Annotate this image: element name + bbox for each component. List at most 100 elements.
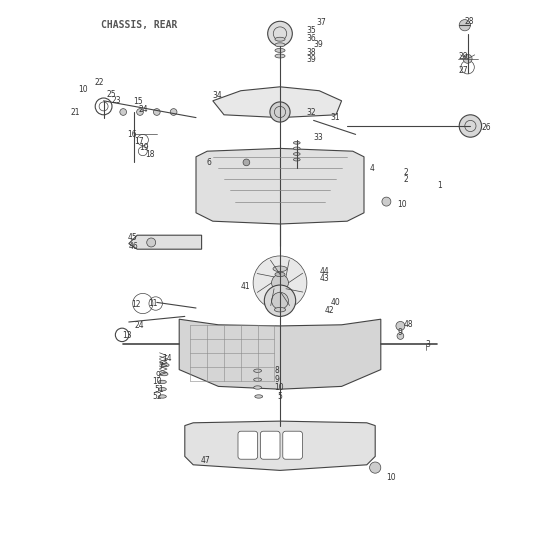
Ellipse shape: [254, 386, 262, 389]
Circle shape: [170, 109, 177, 115]
Ellipse shape: [293, 153, 300, 156]
Text: 29: 29: [458, 52, 468, 60]
Circle shape: [459, 20, 470, 31]
Text: 10: 10: [274, 383, 284, 392]
Text: 52: 52: [152, 392, 162, 401]
Text: 10: 10: [398, 200, 407, 209]
Circle shape: [370, 462, 381, 473]
Text: 28: 28: [465, 17, 474, 26]
Text: 17: 17: [134, 137, 144, 146]
Text: 45: 45: [128, 233, 137, 242]
Text: 21: 21: [71, 108, 80, 116]
Text: 19: 19: [139, 143, 148, 152]
Text: 1: 1: [437, 181, 441, 190]
Text: 10: 10: [386, 473, 396, 482]
Circle shape: [272, 274, 288, 291]
Text: 31: 31: [330, 113, 340, 122]
Ellipse shape: [160, 372, 168, 376]
Circle shape: [137, 109, 143, 115]
Polygon shape: [196, 148, 364, 224]
Ellipse shape: [255, 395, 263, 398]
FancyBboxPatch shape: [238, 431, 258, 459]
Ellipse shape: [158, 388, 166, 391]
Circle shape: [243, 159, 250, 166]
Circle shape: [253, 256, 307, 310]
Circle shape: [397, 333, 404, 339]
Text: 8: 8: [274, 366, 279, 375]
Text: 38: 38: [307, 48, 316, 57]
Circle shape: [272, 292, 288, 309]
Circle shape: [147, 238, 156, 247]
Text: 24: 24: [139, 105, 148, 114]
Text: 16: 16: [128, 130, 137, 139]
Text: 51: 51: [154, 385, 164, 394]
Text: 12: 12: [132, 300, 141, 309]
Text: 6: 6: [206, 158, 211, 167]
Ellipse shape: [158, 380, 166, 384]
Ellipse shape: [275, 272, 285, 277]
Circle shape: [270, 102, 290, 122]
Text: 9: 9: [156, 371, 161, 380]
Text: 22: 22: [94, 78, 104, 87]
Text: 40: 40: [330, 298, 340, 307]
Ellipse shape: [273, 266, 287, 272]
Circle shape: [382, 197, 391, 206]
Polygon shape: [213, 87, 342, 118]
Ellipse shape: [274, 307, 286, 312]
Text: 43: 43: [319, 274, 329, 283]
Ellipse shape: [275, 54, 285, 58]
Text: 35: 35: [307, 26, 316, 35]
Circle shape: [459, 115, 482, 137]
Text: 39: 39: [314, 40, 323, 49]
Ellipse shape: [293, 142, 300, 144]
Polygon shape: [129, 235, 202, 249]
Text: 36: 36: [307, 34, 316, 43]
Text: 41: 41: [241, 282, 250, 291]
Text: 24: 24: [134, 321, 144, 330]
Text: 9: 9: [398, 328, 403, 337]
Text: 14: 14: [162, 354, 172, 363]
Text: 7: 7: [158, 362, 163, 371]
Ellipse shape: [293, 158, 300, 161]
Text: 9: 9: [274, 375, 279, 384]
Ellipse shape: [275, 49, 285, 53]
Polygon shape: [179, 319, 381, 389]
Text: 37: 37: [316, 18, 326, 27]
Text: 46: 46: [129, 242, 138, 251]
Text: 3: 3: [426, 340, 431, 349]
Circle shape: [463, 54, 472, 63]
Text: 27: 27: [458, 66, 468, 74]
Text: 48: 48: [403, 320, 413, 329]
Circle shape: [264, 285, 296, 316]
Text: 26: 26: [482, 123, 491, 132]
Text: 23: 23: [112, 96, 122, 105]
Text: 2: 2: [403, 168, 408, 177]
Text: 10: 10: [152, 377, 162, 386]
Text: 13: 13: [122, 332, 132, 340]
Ellipse shape: [275, 43, 285, 47]
Text: 32: 32: [307, 108, 316, 116]
Text: 15: 15: [133, 97, 143, 106]
Ellipse shape: [254, 378, 262, 381]
Circle shape: [120, 109, 127, 115]
Polygon shape: [185, 421, 375, 470]
Text: 47: 47: [200, 456, 210, 465]
Text: CHASSIS, REAR: CHASSIS, REAR: [101, 20, 177, 30]
Circle shape: [268, 21, 292, 46]
Text: 2: 2: [403, 175, 408, 184]
Text: 44: 44: [319, 267, 329, 276]
Text: 25: 25: [106, 90, 116, 99]
Text: 18: 18: [146, 150, 155, 159]
FancyBboxPatch shape: [260, 431, 280, 459]
Circle shape: [396, 321, 405, 330]
Text: 4: 4: [370, 164, 375, 172]
Text: 34: 34: [213, 91, 222, 100]
Text: 33: 33: [314, 133, 323, 142]
Ellipse shape: [158, 395, 166, 398]
Text: 5: 5: [278, 392, 283, 401]
Text: 42: 42: [325, 306, 334, 315]
Ellipse shape: [293, 147, 300, 150]
FancyBboxPatch shape: [283, 431, 302, 459]
Ellipse shape: [275, 37, 285, 41]
Ellipse shape: [161, 363, 169, 367]
